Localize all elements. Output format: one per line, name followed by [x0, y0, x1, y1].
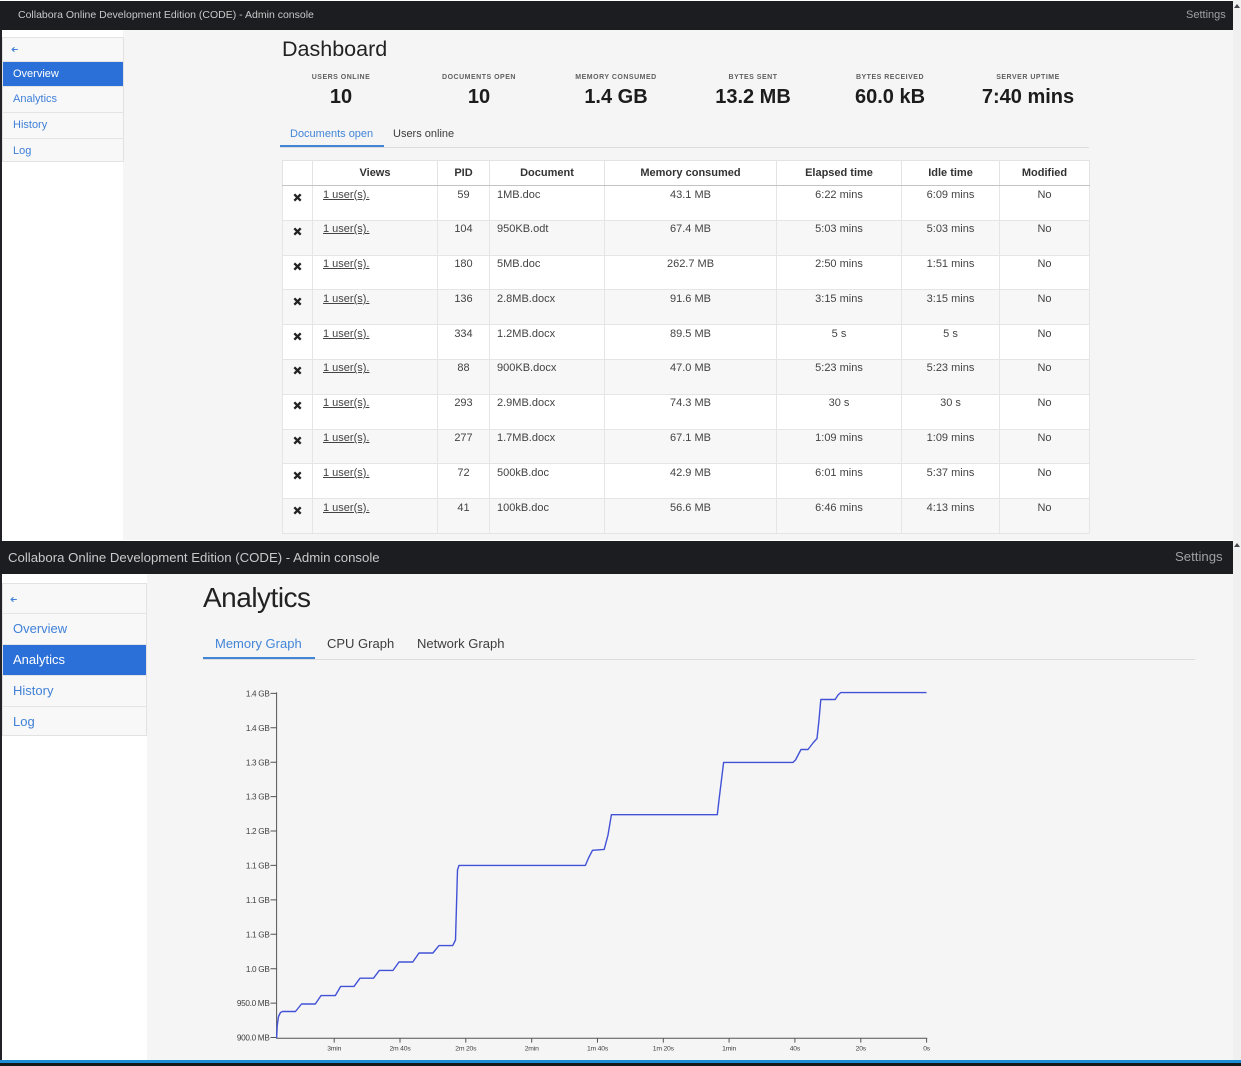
svg-text:1.3 GB: 1.3 GB	[246, 793, 271, 802]
svg-text:900.0 MB: 900.0 MB	[237, 1034, 270, 1043]
svg-text:0s: 0s	[923, 1046, 931, 1053]
svg-text:1min: 1min	[722, 1046, 736, 1053]
svg-text:2m 40s: 2m 40s	[389, 1046, 411, 1053]
svg-text:1.0 GB: 1.0 GB	[246, 965, 271, 974]
svg-text:1.1 GB: 1.1 GB	[246, 896, 271, 905]
svg-text:1.2 GB: 1.2 GB	[246, 827, 271, 836]
svg-text:20s: 20s	[856, 1046, 867, 1053]
svg-text:1.3 GB: 1.3 GB	[246, 758, 271, 767]
svg-text:3min: 3min	[327, 1046, 341, 1053]
svg-text:2m 20s: 2m 20s	[455, 1046, 477, 1053]
svg-text:1.1 GB: 1.1 GB	[246, 930, 271, 939]
svg-text:40s: 40s	[790, 1046, 801, 1053]
svg-text:950.0 MB: 950.0 MB	[237, 999, 270, 1008]
svg-text:1m 20s: 1m 20s	[653, 1046, 675, 1053]
svg-text:1.4 GB: 1.4 GB	[246, 690, 271, 699]
svg-text:1.4 GB: 1.4 GB	[246, 724, 271, 733]
svg-text:1.1 GB: 1.1 GB	[246, 862, 271, 871]
svg-text:2min: 2min	[525, 1046, 539, 1053]
svg-text:1m 40s: 1m 40s	[587, 1046, 609, 1053]
